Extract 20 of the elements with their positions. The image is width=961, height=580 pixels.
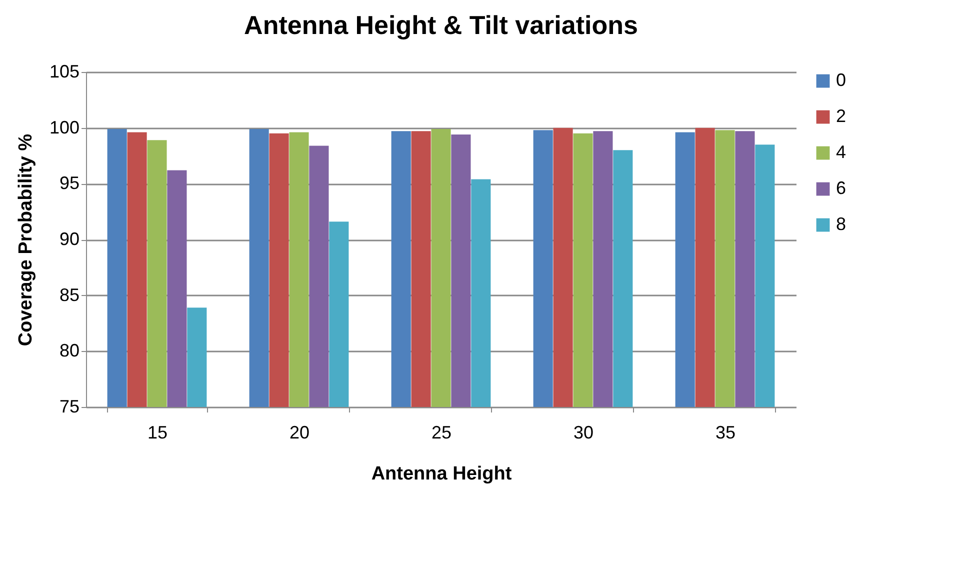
x-tick-label: 15 (147, 422, 168, 442)
y-tick-label: 105 (49, 62, 80, 82)
x-tick-label: 25 (431, 422, 452, 442)
y-tick-label: 75 (59, 396, 80, 416)
y-tick-label: 80 (59, 340, 80, 361)
x-tick-label: 20 (289, 422, 310, 442)
y-tick-label: 95 (59, 173, 80, 194)
chart-title: Antenna Height & Tilt variations (244, 10, 638, 40)
y-tick-label: 85 (59, 284, 80, 305)
x-tick-label: 35 (715, 422, 736, 442)
x-axis-title: Antenna Height (371, 464, 512, 484)
legend-label: 8 (836, 214, 846, 234)
y-tick-label: 100 (49, 117, 80, 138)
y-axis-title: Coverage Probability % (15, 134, 36, 346)
legend-label: 0 (836, 70, 846, 90)
legend-label: 2 (836, 106, 846, 126)
legend-label: 6 (836, 178, 846, 198)
x-tick-label: 30 (573, 422, 594, 442)
y-tick-label: 90 (59, 229, 80, 249)
legend-label: 4 (836, 142, 846, 162)
